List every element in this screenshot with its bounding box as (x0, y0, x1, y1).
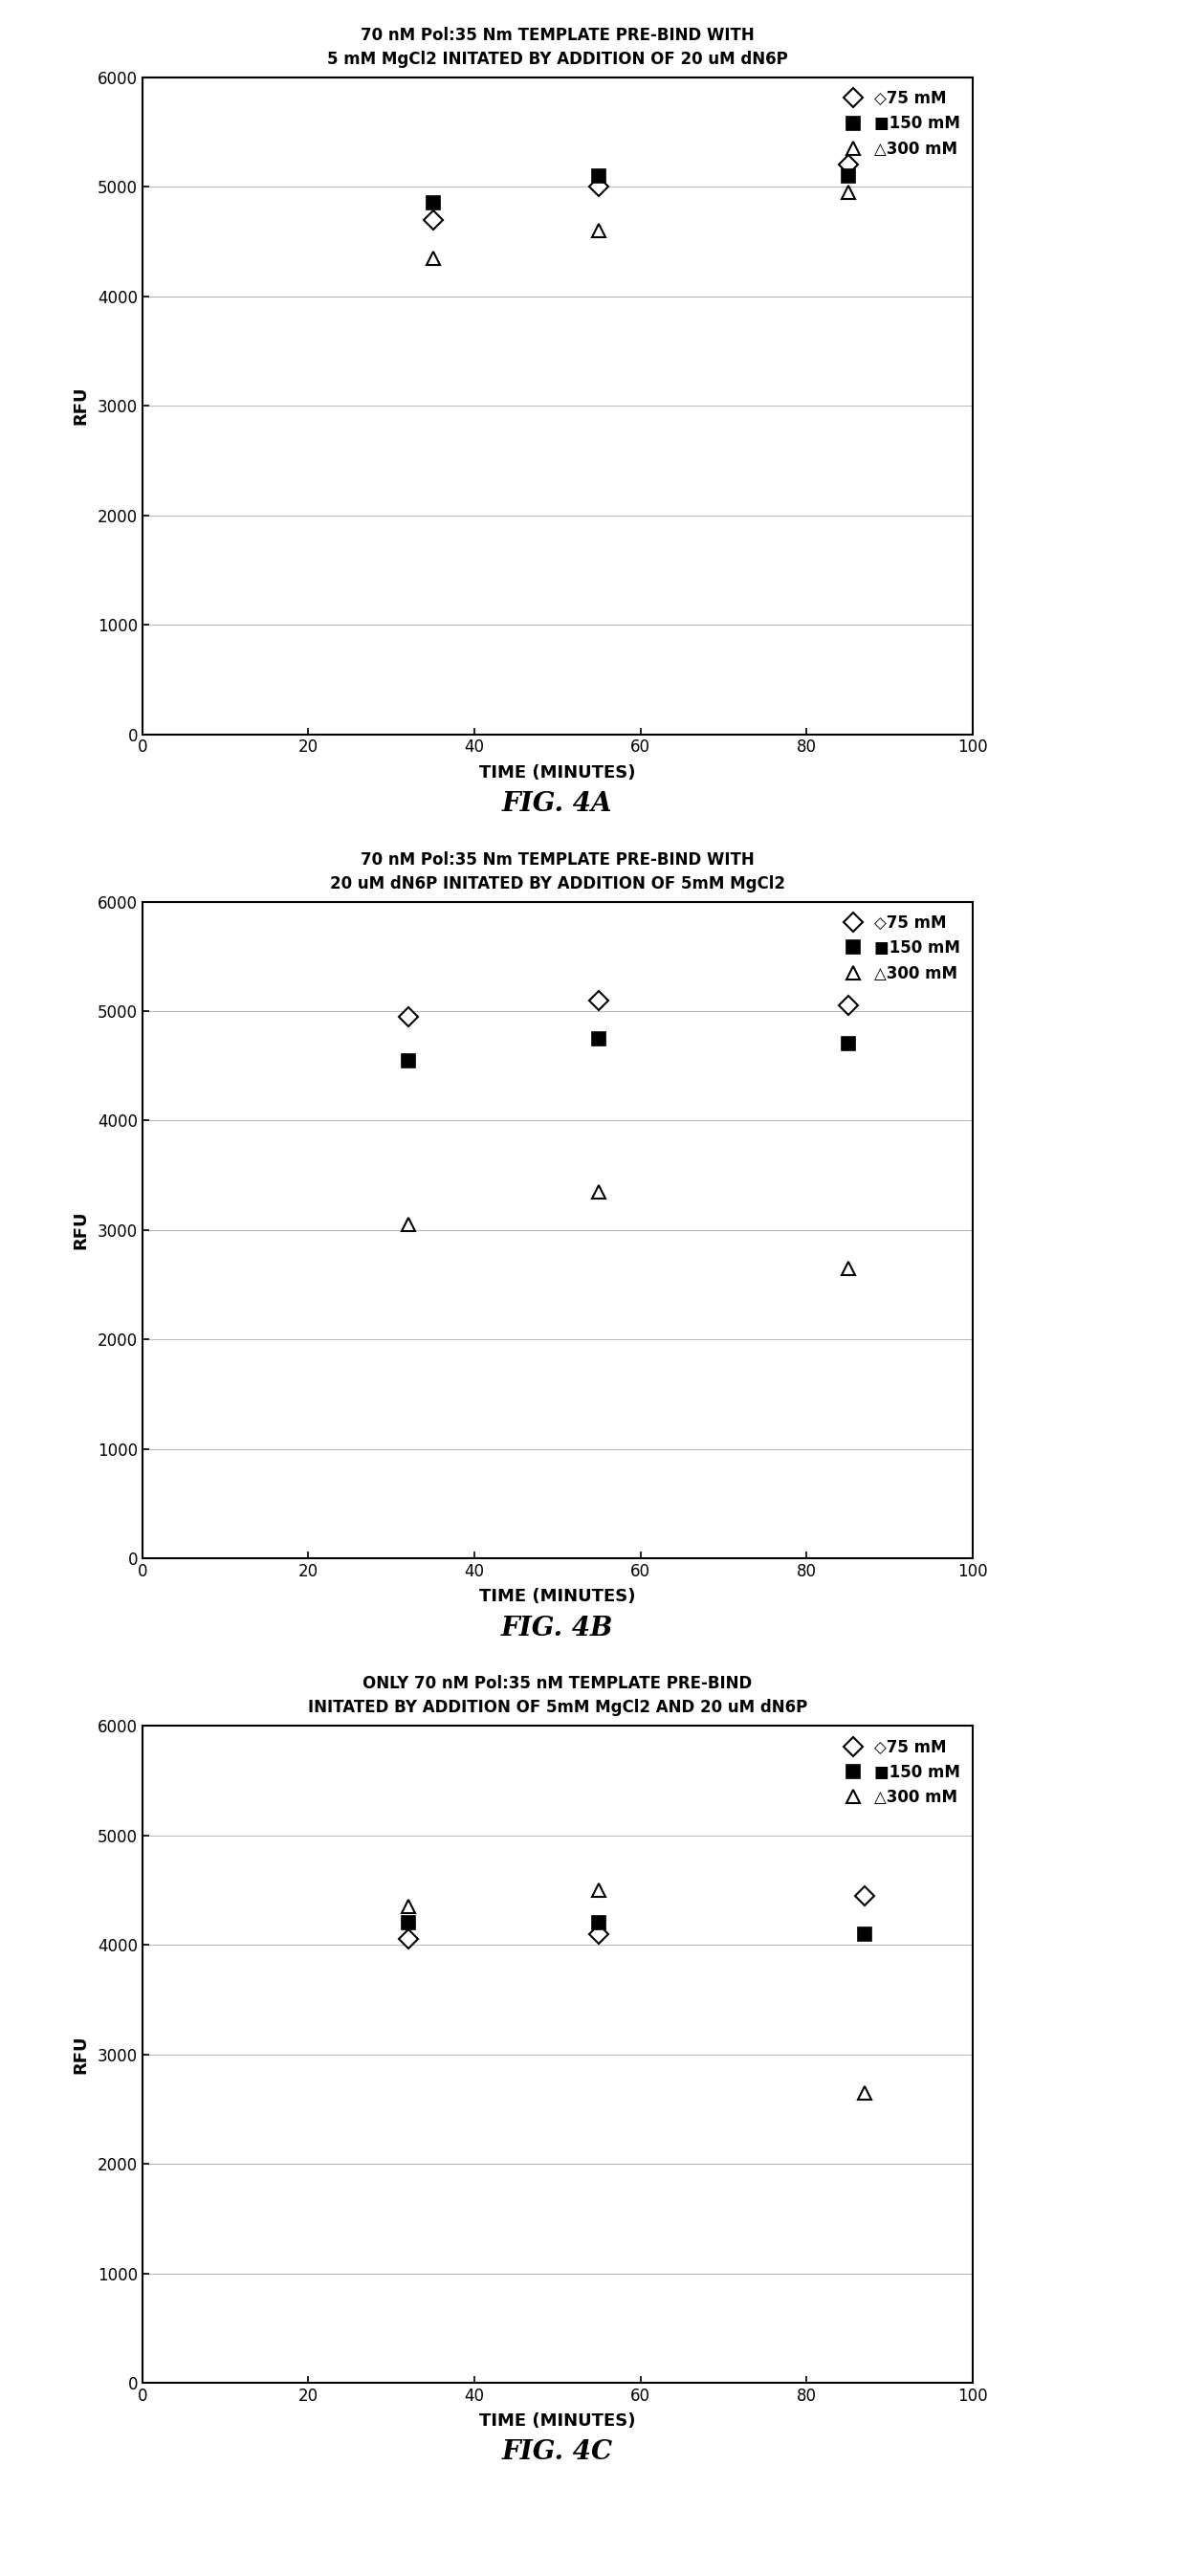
Title: 70 nM Pol:35 Nm TEMPLATE PRE-BIND WITH
20 uM dN6P INITATED BY ADDITION OF 5mM Mg: 70 nM Pol:35 Nm TEMPLATE PRE-BIND WITH 2… (330, 850, 785, 891)
Legend: ◇75 mM, ■150 mM, △300 mM: ◇75 mM, ■150 mM, △300 mM (833, 1734, 964, 1811)
Title: 70 nM Pol:35 Nm TEMPLATE PRE-BIND WITH
5 mM MgCl2 INITATED BY ADDITION OF 20 uM : 70 nM Pol:35 Nm TEMPLATE PRE-BIND WITH 5… (327, 26, 788, 67)
Y-axis label: RFU: RFU (72, 2035, 89, 2074)
Legend: ◇75 mM, ■150 mM, △300 mM: ◇75 mM, ■150 mM, △300 mM (833, 85, 964, 162)
Title: ONLY 70 nM Pol:35 nM TEMPLATE PRE-BIND
INITATED BY ADDITION OF 5mM MgCl2 AND 20 : ONLY 70 nM Pol:35 nM TEMPLATE PRE-BIND I… (307, 1674, 808, 1716)
Y-axis label: RFU: RFU (72, 1211, 89, 1249)
Legend: ◇75 mM, ■150 mM, △300 mM: ◇75 mM, ■150 mM, △300 mM (833, 909, 964, 987)
Text: FIG. 4C: FIG. 4C (502, 2439, 613, 2465)
X-axis label: TIME (MINUTES): TIME (MINUTES) (479, 1589, 636, 1605)
X-axis label: TIME (MINUTES): TIME (MINUTES) (479, 765, 636, 781)
Text: FIG. 4A: FIG. 4A (502, 791, 613, 817)
X-axis label: TIME (MINUTES): TIME (MINUTES) (479, 2414, 636, 2429)
Text: FIG. 4B: FIG. 4B (502, 1615, 613, 1641)
Y-axis label: RFU: RFU (72, 386, 89, 425)
